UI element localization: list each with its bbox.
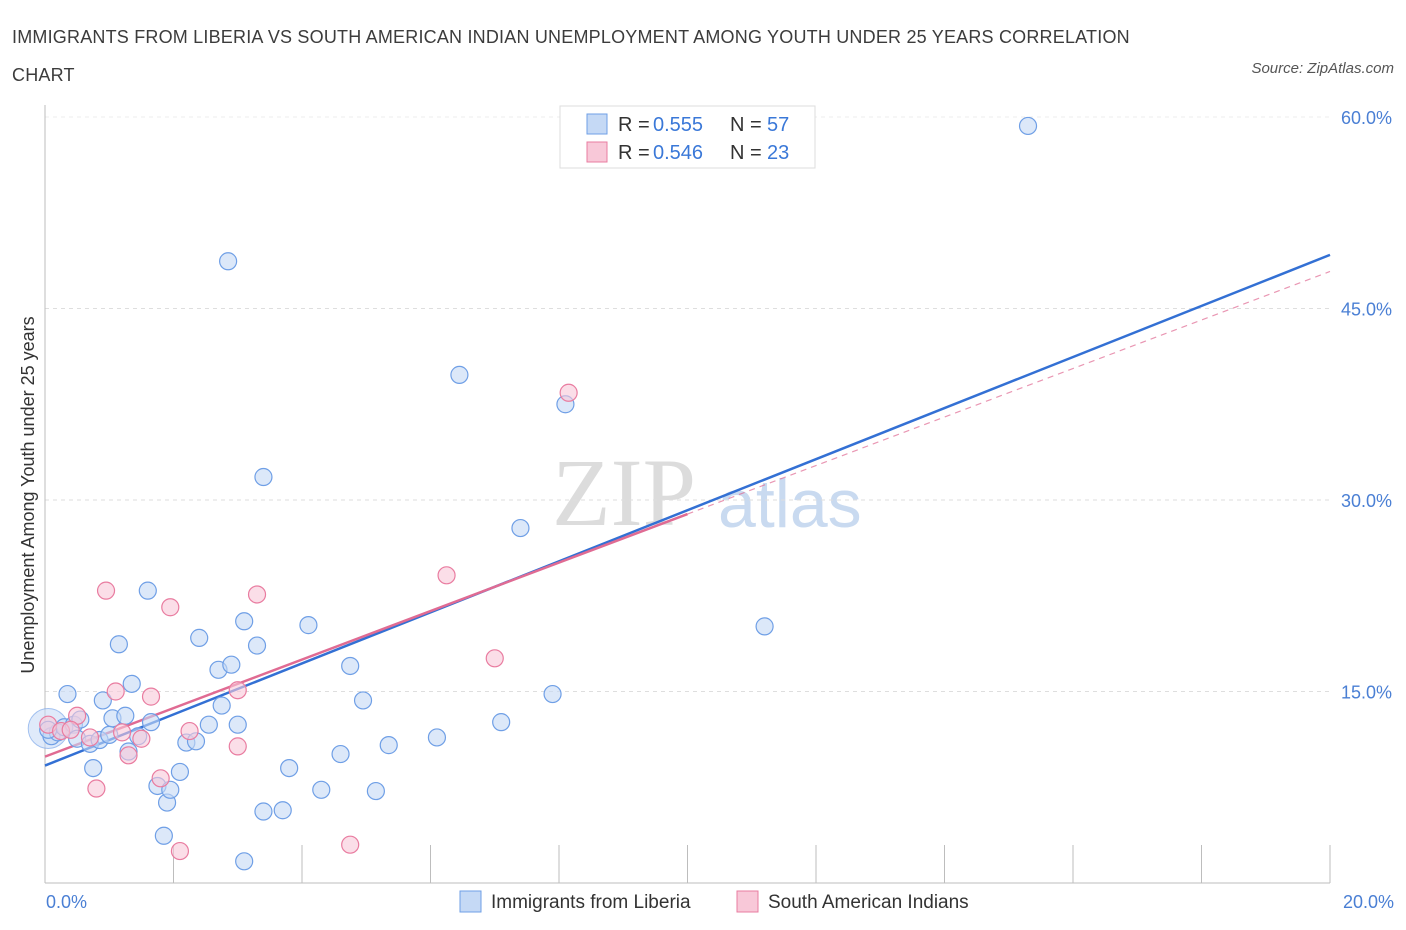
point-south-american-indians: [96, 581, 116, 600]
x-tick-label-min: 0.0%: [46, 892, 87, 912]
source-label: Source: ZipAtlas.com: [1251, 60, 1394, 77]
point-liberia: [138, 581, 157, 600]
trend-line-extension-south-american-indians: [687, 270, 1331, 515]
legend-r-label-1: R =: [618, 114, 650, 136]
point-liberia: [93, 691, 112, 710]
point-liberia: [366, 781, 385, 801]
watermark-atlas: atlas: [718, 466, 862, 542]
trend-line-south-american-indians: [44, 512, 688, 758]
point-south-american-indians: [341, 835, 360, 854]
point-south-american-indians: [61, 720, 80, 739]
point-liberia: [254, 802, 273, 821]
point-south-american-indians: [437, 566, 456, 585]
legend-n-value-1: 57: [767, 114, 789, 136]
point-south-american-indians: [80, 728, 100, 747]
point-south-american-indians: [132, 729, 151, 748]
point-liberia: [84, 758, 103, 778]
point-south-american-indians: [112, 723, 132, 742]
point-south-american-indians: [106, 682, 125, 701]
point-liberia: [341, 656, 360, 676]
point-liberia: [190, 628, 209, 647]
point-liberia: [170, 762, 190, 782]
point-south-american-indians: [141, 687, 161, 706]
point-south-american-indians: [247, 585, 267, 604]
point-liberia: [280, 758, 299, 778]
y-tick-label: 60.0%: [1341, 108, 1392, 128]
series-legend: Immigrants from Liberia South American I…: [459, 890, 969, 913]
point-liberia: [492, 713, 511, 732]
point-liberia: [235, 612, 254, 631]
point-south-american-indians: [87, 779, 106, 798]
legend-swatch-blue: [586, 113, 608, 135]
legend-n-label-1: N =: [730, 114, 762, 136]
data-points: [27, 116, 1038, 871]
legend-r-value-2: 0.546: [653, 142, 703, 164]
point-liberia: [228, 715, 247, 734]
point-liberia: [353, 691, 373, 710]
point-liberia: [199, 715, 218, 734]
point-liberia: [235, 852, 254, 871]
point-liberia: [427, 728, 447, 747]
y-tick-labels: 15.0% 30.0% 45.0% 60.0%: [1341, 108, 1392, 703]
series-label-south-american-indians: South American Indians: [768, 892, 969, 913]
point-liberia: [254, 467, 273, 487]
point-liberia: [212, 696, 231, 715]
point-liberia: [247, 636, 267, 655]
point-south-american-indians: [170, 841, 190, 861]
point-south-american-indians: [119, 746, 138, 765]
point-liberia: [1018, 116, 1038, 136]
axes: [44, 105, 1331, 884]
y-tick-label: 45.0%: [1341, 300, 1392, 320]
point-liberia: [273, 801, 292, 820]
point-liberia: [109, 635, 128, 654]
point-liberia: [755, 617, 774, 636]
point-liberia: [331, 744, 350, 764]
legend-n-value-2: 23: [767, 142, 789, 164]
series-swatch-liberia: [459, 890, 482, 913]
legend-r-value-1: 0.555: [653, 114, 703, 136]
watermark-zip: ZIP: [552, 439, 696, 546]
y-tick-label: 15.0%: [1341, 683, 1392, 703]
chart-title: IMMIGRANTS FROM LIBERIA VS SOUTH AMERICA…: [12, 27, 1130, 85]
point-liberia: [58, 684, 77, 704]
point-liberia: [222, 655, 241, 674]
point-liberia: [141, 713, 161, 732]
point-liberia: [116, 706, 135, 725]
series-swatch-south-american-indians: [736, 890, 759, 913]
point-south-american-indians: [161, 598, 180, 617]
x-tick-label-max: 20.0%: [1343, 892, 1394, 912]
y-axis-label: Unemployment Among Youth under 25 years: [18, 316, 38, 673]
point-liberia: [379, 736, 398, 755]
point-liberia: [122, 674, 141, 693]
legend-swatch-pink: [586, 141, 608, 163]
point-liberia: [299, 616, 318, 635]
point-south-american-indians: [151, 769, 170, 788]
point-south-american-indians: [485, 649, 504, 668]
legend-r-label-2: R =: [618, 142, 650, 164]
x-tick-labels: 0.0% 20.0%: [46, 892, 1394, 912]
point-south-american-indians: [228, 681, 247, 700]
point-liberia: [312, 780, 331, 799]
point-south-american-indians: [559, 383, 578, 402]
legend-n-label-2: N =: [730, 142, 762, 164]
point-liberia: [543, 684, 562, 704]
point-liberia: [450, 365, 469, 384]
point-liberia: [511, 518, 530, 538]
trend-line-liberia: [44, 253, 1331, 767]
point-south-american-indians: [228, 737, 247, 756]
correlation-legend: R = 0.555 N = 57 R = 0.546 N = 23: [559, 105, 816, 169]
y-tick-label: 30.0%: [1341, 491, 1392, 511]
series-label-liberia: Immigrants from Liberia: [491, 892, 691, 913]
point-liberia: [219, 252, 238, 271]
point-liberia: [154, 826, 173, 845]
gridlines: [45, 116, 1330, 692]
point-south-american-indians: [180, 721, 199, 741]
